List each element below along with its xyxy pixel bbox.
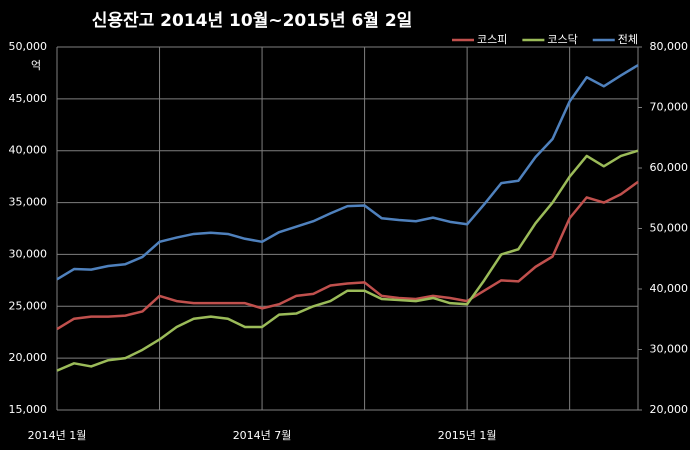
x-tick-label: 2015년 1월 [438,429,497,442]
legend-label: 전체 [618,33,638,46]
y-tick-label: 25,000 [9,299,48,312]
y-tick-label: 30,000 [9,247,48,260]
chart-title: 신용잔고 2014년 10월~2015년 6월 2일 [92,11,413,31]
series-line [56,180,639,331]
legend-label: 코스닥 [547,33,577,46]
y2-tick-label: 60,000 [650,161,689,174]
y-tick-label: 45,000 [9,92,48,105]
series-line [56,149,639,372]
x-tick-label: 2014년 1월 [28,429,87,442]
y-tick-label: 40,000 [9,144,48,157]
y-tick-label: 20,000 [9,351,48,364]
y2-tick-label: 30,000 [650,343,689,356]
y2-tick-label: 20,000 [650,403,689,416]
y2-tick-label: 70,000 [650,101,689,114]
y-tick-label: 50,000 [9,40,48,53]
y-tick-label: 15,000 [9,403,48,416]
y2-tick-label: 80,000 [650,40,689,53]
legend-label: 코스피 [477,33,507,46]
series-line [56,64,639,281]
y-axis-unit: 억 [31,59,41,72]
x-tick-label: 2014년 7월 [233,429,292,442]
y-tick-label: 35,000 [9,196,48,209]
y2-tick-label: 40,000 [650,282,689,295]
y2-tick-label: 50,000 [650,222,689,235]
